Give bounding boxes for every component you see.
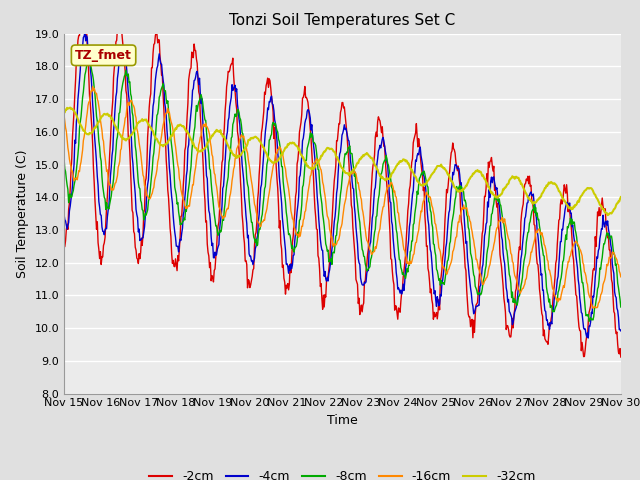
Line: -32cm: -32cm: [64, 108, 621, 215]
Y-axis label: Soil Temperature (C): Soil Temperature (C): [16, 149, 29, 278]
-32cm: [60, 109, 68, 115]
-16cm: [89, 84, 97, 89]
-16cm: [185, 203, 193, 208]
-32cm: [71, 109, 79, 115]
-2cm: [428, 286, 435, 292]
-2cm: [214, 223, 222, 228]
-32cm: [67, 105, 74, 110]
Line: -16cm: -16cm: [64, 86, 621, 308]
-8cm: [85, 58, 93, 64]
-16cm: [428, 198, 435, 204]
-4cm: [60, 211, 68, 217]
-8cm: [585, 319, 593, 324]
-8cm: [214, 232, 222, 238]
-2cm: [411, 133, 419, 139]
Line: -2cm: -2cm: [64, 17, 621, 357]
-4cm: [128, 154, 136, 159]
-16cm: [411, 244, 419, 250]
-4cm: [70, 161, 78, 167]
Text: TZ_fmet: TZ_fmet: [75, 49, 132, 62]
-32cm: [411, 173, 419, 179]
-8cm: [185, 185, 193, 191]
-4cm: [81, 29, 89, 35]
-8cm: [411, 211, 419, 217]
-4cm: [214, 244, 222, 250]
-8cm: [617, 304, 625, 310]
-32cm: [617, 194, 625, 200]
-8cm: [60, 155, 68, 160]
-32cm: [604, 212, 611, 218]
-4cm: [584, 335, 592, 341]
-2cm: [128, 207, 136, 213]
-16cm: [589, 305, 596, 311]
Line: -8cm: -8cm: [64, 61, 621, 322]
-16cm: [617, 274, 625, 280]
-32cm: [128, 132, 136, 137]
-2cm: [617, 354, 625, 360]
-32cm: [214, 129, 222, 134]
X-axis label: Time: Time: [327, 414, 358, 427]
-4cm: [411, 169, 419, 175]
-32cm: [185, 131, 193, 136]
-16cm: [60, 112, 68, 118]
-32cm: [428, 172, 435, 178]
-8cm: [428, 210, 435, 216]
Line: -4cm: -4cm: [64, 32, 621, 338]
-16cm: [70, 178, 78, 184]
-4cm: [428, 250, 435, 255]
-2cm: [60, 238, 68, 244]
-4cm: [185, 142, 193, 147]
Legend: -2cm, -4cm, -8cm, -16cm, -32cm: -2cm, -4cm, -8cm, -16cm, -32cm: [145, 465, 540, 480]
-2cm: [185, 77, 193, 83]
-8cm: [70, 182, 78, 188]
-16cm: [128, 99, 136, 105]
-2cm: [76, 14, 84, 20]
-8cm: [128, 109, 136, 115]
-16cm: [214, 198, 222, 204]
Title: Tonzi Soil Temperatures Set C: Tonzi Soil Temperatures Set C: [229, 13, 456, 28]
-4cm: [617, 328, 625, 334]
-2cm: [70, 108, 78, 114]
